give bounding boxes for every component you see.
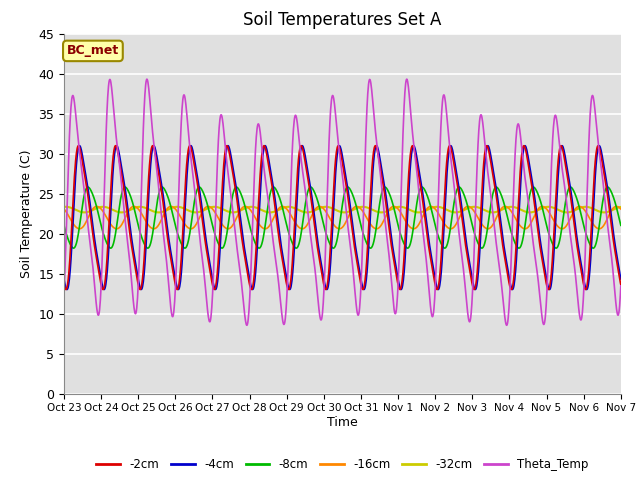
Line: -8cm: -8cm (64, 187, 621, 248)
Theta_Temp (170, 304, 178, 310)
Theta_Temp (246, 287, 254, 293)
-16cm (502, 204, 510, 210)
-4cm (184, 161, 191, 167)
-4cm (509, 287, 516, 292)
Legend: -2cm, -4cm, -8cm, -16cm, -32cm, Theta_Temp: -2cm, -4cm, -8cm, -16cm, -32cm, Theta_Te… (92, 454, 593, 476)
Line: -16cm: -16cm (64, 206, 621, 229)
Line: Theta_Temp: Theta_Temp (64, 79, 621, 325)
-16cm (113, 226, 120, 232)
-16cm (171, 205, 179, 211)
Line: -32cm: -32cm (64, 207, 621, 212)
-4cm (187, 143, 195, 149)
-8cm (60, 222, 68, 228)
-2cm (429, 271, 437, 276)
-16cm (184, 225, 192, 231)
-2cm (502, 262, 509, 267)
-32cm (184, 207, 191, 213)
-4cm (60, 276, 68, 282)
X-axis label: Time: Time (327, 416, 358, 429)
-2cm (246, 284, 254, 290)
Theta_Temp (502, 321, 509, 326)
-32cm (617, 204, 625, 210)
-4cm (170, 270, 178, 276)
-8cm (404, 245, 412, 251)
-32cm (489, 209, 497, 215)
-8cm (429, 214, 437, 219)
-32cm (429, 204, 436, 210)
-2cm (60, 282, 68, 288)
-2cm (260, 143, 268, 149)
Theta_Temp (503, 323, 511, 328)
-4cm (552, 223, 559, 229)
-2cm (617, 282, 625, 288)
-8cm (502, 209, 510, 215)
Theta_Temp (184, 123, 191, 129)
-32cm (170, 204, 178, 210)
-32cm (60, 204, 68, 210)
-8cm (492, 184, 500, 190)
-4cm (246, 281, 254, 287)
Y-axis label: Soil Temperature (C): Soil Temperature (C) (20, 149, 33, 278)
-16cm (246, 207, 254, 213)
-8cm (552, 245, 559, 251)
-8cm (617, 222, 625, 228)
-32cm (246, 204, 254, 210)
Theta_Temp (60, 289, 68, 295)
-8cm (170, 218, 178, 224)
-2cm (184, 150, 191, 156)
-2cm (552, 202, 559, 207)
-2cm (170, 276, 178, 282)
Theta_Temp (429, 312, 437, 318)
-16cm (617, 206, 625, 212)
-32cm (508, 204, 515, 210)
-32cm (502, 205, 509, 211)
Line: -4cm: -4cm (64, 146, 621, 289)
-2cm (545, 287, 552, 292)
Title: Soil Temperatures Set A: Soil Temperatures Set A (243, 11, 442, 29)
-16cm (552, 220, 559, 226)
-32cm (552, 205, 559, 211)
-4cm (429, 264, 437, 270)
-16cm (427, 204, 435, 209)
-4cm (617, 276, 625, 282)
-16cm (60, 206, 68, 212)
-8cm (184, 240, 191, 246)
Theta_Temp (617, 283, 625, 289)
Theta_Temp (403, 76, 411, 82)
-4cm (502, 255, 509, 261)
-16cm (429, 204, 437, 210)
Line: -2cm: -2cm (64, 146, 621, 289)
Text: BC_met: BC_met (67, 44, 119, 58)
Theta_Temp (552, 112, 559, 118)
-8cm (246, 225, 254, 230)
